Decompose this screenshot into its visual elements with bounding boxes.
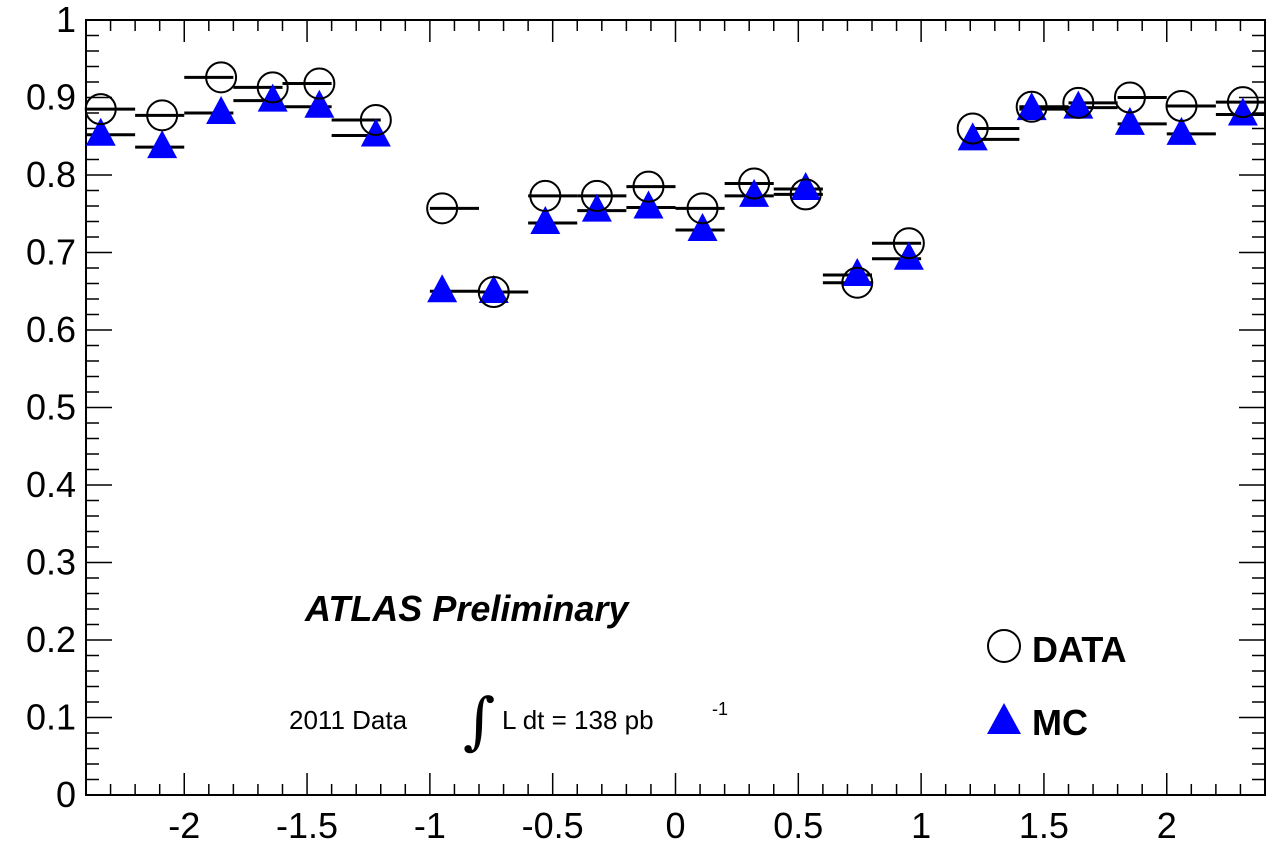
experiment-label: ATLAS Preliminary: [304, 588, 630, 629]
lumi-body: L dt = 138 pb: [502, 705, 654, 735]
data-point: [303, 67, 336, 100]
data-point: [841, 266, 874, 299]
data-point: [84, 93, 117, 126]
mc-point: [893, 241, 924, 270]
lumi-prefix: 2011 Data: [289, 705, 408, 735]
plot-frame: [85, 19, 1266, 796]
mc-point: [957, 122, 988, 151]
y-tick-label: 0.7: [26, 232, 76, 273]
x-tick-label: -1: [414, 805, 446, 844]
y-tick-label: 0.6: [26, 309, 76, 350]
integral-symbol: ∫: [463, 684, 495, 757]
y-tick-label: 1: [56, 0, 76, 40]
data-points: [84, 61, 1259, 309]
y-tick-label: 0.4: [26, 464, 76, 505]
mc-point: [1227, 97, 1258, 126]
mc-point: [1114, 106, 1145, 135]
axis-ticks: [85, 19, 1266, 796]
legend-data-label: DATA: [1032, 629, 1127, 670]
data-point: [1226, 86, 1259, 119]
data-point: [256, 71, 289, 104]
mc-point: [360, 118, 391, 147]
mc-point: [304, 89, 335, 118]
data-point: [1165, 90, 1198, 123]
mc-point: [530, 206, 561, 235]
mc-point: [581, 193, 612, 222]
legend-mc-marker: [987, 703, 1021, 734]
x-tick-label: 0: [665, 805, 685, 844]
x-tick-label: -0.5: [522, 805, 584, 844]
data-point: [686, 192, 719, 225]
legend: DATA MC: [987, 629, 1127, 743]
axis-tick-labels: -2 -1.5 -1 -0.5 0 0.5 1 1.5 2 0 0.1 0.2 0.3 0.4 0.5 0.6…: [26, 0, 1177, 844]
x-tick-label: 1: [911, 805, 931, 844]
mc-point: [1016, 92, 1047, 121]
data-point: [632, 170, 665, 203]
lumi-superscript: -1: [712, 699, 728, 719]
y-tick-label: 0.9: [26, 77, 76, 118]
data-point: [529, 179, 562, 212]
mc-point: [790, 171, 821, 200]
data-point: [789, 178, 822, 211]
mc-point: [739, 178, 770, 207]
data-point: [359, 103, 392, 136]
y-tick-label: 0.2: [26, 619, 76, 660]
mc-point: [206, 96, 237, 124]
mc-point: [427, 274, 458, 303]
mc-point: [687, 213, 718, 242]
x-tick-label: -1.5: [276, 805, 338, 844]
mc-point: [633, 190, 664, 219]
mc-point: [85, 117, 116, 146]
data-point: [205, 61, 238, 94]
x-tick-label: 1.5: [1019, 805, 1069, 844]
data-point: [738, 167, 771, 200]
x-tick-label: 2: [1157, 805, 1177, 844]
data-point: [1015, 90, 1048, 123]
y-tick-label: 0: [56, 774, 76, 815]
mc-point: [257, 83, 288, 112]
legend-mc-label: MC: [1032, 702, 1088, 743]
y-tick-label: 0.8: [26, 154, 76, 195]
y-tick-label: 0.5: [26, 387, 76, 428]
data-point: [956, 112, 989, 145]
data-point: [426, 192, 459, 225]
mc-point: [1166, 116, 1197, 145]
mc-point: [842, 257, 873, 286]
mc-point: [478, 275, 509, 304]
x-tick-label: 0.5: [773, 805, 823, 844]
y-tick-label: 0.1: [26, 697, 76, 738]
x-tick-label: -2: [168, 805, 200, 844]
y-tick-label: 0.3: [26, 542, 76, 583]
data-point: [1062, 86, 1095, 119]
data-point: [1113, 81, 1146, 114]
data-point: [892, 227, 925, 260]
data-point: [580, 179, 613, 212]
luminosity-label: 2011 Data ∫ L dt = 138 pb -1: [289, 684, 728, 757]
data-point: [146, 99, 179, 132]
data-point: [477, 276, 510, 309]
legend-data-marker: [987, 629, 1021, 663]
mc-point: [147, 130, 178, 159]
mc-point: [1063, 90, 1094, 119]
